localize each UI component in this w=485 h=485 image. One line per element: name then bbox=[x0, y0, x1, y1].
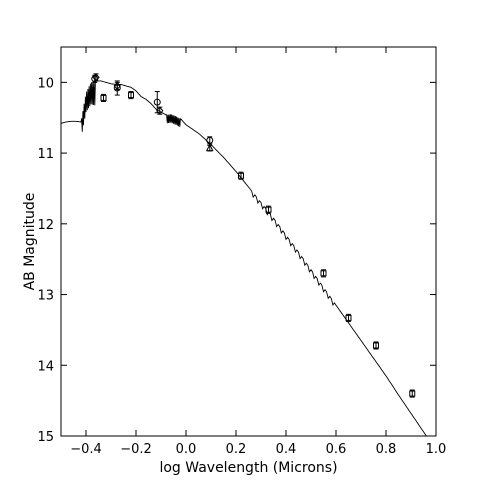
y-tick-label: 13 bbox=[37, 289, 54, 304]
data-point-diamond bbox=[113, 81, 121, 91]
x-tick-label: 0.0 bbox=[176, 442, 197, 457]
plot-frame bbox=[60, 46, 437, 437]
x-tick-label: 0.2 bbox=[226, 442, 247, 457]
data-point-square bbox=[238, 172, 244, 179]
x-tick-label: −0.4 bbox=[70, 442, 102, 457]
y-tick-label: 15 bbox=[37, 430, 54, 445]
plot-area bbox=[61, 73, 427, 436]
x-tick-label: 0.8 bbox=[376, 442, 397, 457]
y-tick-label: 11 bbox=[37, 147, 54, 162]
y-axis-label: AB Magnitude bbox=[22, 193, 38, 291]
data-point-diamond bbox=[92, 73, 100, 82]
data-point-triangle bbox=[205, 143, 214, 152]
y-tick-label: 14 bbox=[37, 359, 54, 374]
data-point-square bbox=[373, 342, 379, 349]
data-point-square bbox=[345, 314, 352, 321]
data-point-square bbox=[100, 94, 107, 101]
data-point-circle bbox=[153, 98, 161, 106]
data-point-square bbox=[320, 270, 327, 277]
y-tick-label: 10 bbox=[37, 76, 54, 91]
x-axis-label: log Wavelength (Microns) bbox=[159, 460, 337, 476]
data-point-circle bbox=[206, 136, 214, 144]
data-point-square bbox=[409, 390, 416, 397]
x-tick-label: 1.0 bbox=[426, 442, 447, 457]
model-spectrum-line bbox=[61, 80, 427, 436]
y-tick-label: 12 bbox=[37, 218, 54, 233]
data-point-square bbox=[128, 92, 134, 99]
data-point-square bbox=[265, 206, 272, 213]
data-point-diamond bbox=[156, 106, 164, 115]
x-tick-label: −0.2 bbox=[120, 442, 152, 457]
x-tick-label: 0.6 bbox=[326, 442, 347, 457]
x-tick-label: 0.4 bbox=[276, 442, 297, 457]
axis-ticks: −0.4 −0.2 0.0 0.2 0.4 0.6 0.8 1.0 10 11 12 13 14 15 bbox=[37, 47, 446, 457]
